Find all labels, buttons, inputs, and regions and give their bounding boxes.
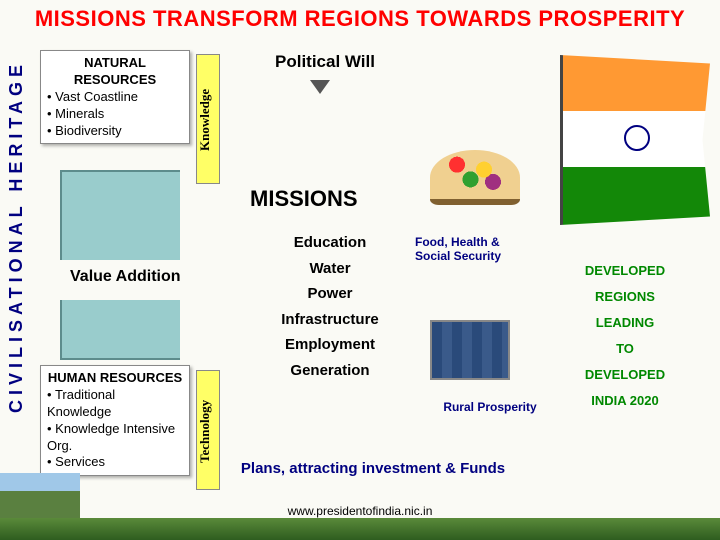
natural-resources-box: NATURAL RESOURCES • Vast Coastline • Min… [40,50,190,144]
right-col-item: INDIA 2020 [560,388,690,414]
right-col-item: REGIONS [560,284,690,310]
knowledge-label: Knowledge [197,60,219,180]
mission-item: Power [250,281,410,307]
mission-list: Education Water Power Infrastructure Emp… [250,230,410,383]
right-col-item: LEADING [560,310,690,336]
grass-footer-bg [0,518,720,540]
right-col-item: DEVELOPED [560,258,690,284]
footer-url: www.presidentofindia.nic.in [0,504,720,518]
mission-item: Generation [250,358,410,384]
plans-label: Plans, attracting investment & Funds [228,460,518,477]
teal-connector-bottom [60,300,180,360]
natural-title: NATURAL RESOURCES [47,55,183,89]
mission-item: Infrastructure [250,307,410,333]
right-col-item: TO [560,336,690,362]
human-item: • Services [47,454,183,471]
human-resources-box: HUMAN RESOURCES • Traditional Knowledge … [40,365,190,476]
human-item: • Traditional Knowledge [47,387,183,421]
value-addition-label: Value Addition [70,268,181,286]
political-will-label: Political Will [275,52,375,72]
mission-item: Water [250,256,410,282]
mission-item: Employment [250,332,410,358]
teal-connector-top [60,170,180,260]
solar-panel-image [430,320,510,380]
natural-item: • Minerals [47,106,183,123]
natural-item: • Biodiversity [47,123,183,140]
food-health-label: Food, Health & Social Security [415,235,535,263]
human-title: HUMAN RESOURCES [47,370,183,387]
rural-prosperity-label: Rural Prosperity [440,400,540,414]
page-title: MISSIONS TRANSFORM REGIONS TOWARDS PROSP… [0,0,720,34]
missions-heading: MISSIONS [250,186,358,212]
technology-label: Technology [197,376,219,486]
flag-wheel-icon [624,125,650,151]
heritage-vertical-label: CIVILISATIONAL HERITAGE [6,60,27,413]
right-column-text: DEVELOPED REGIONS LEADING TO DEVELOPED I… [560,258,690,414]
mission-item: Education [250,230,410,256]
human-item: • Knowledge Intensive Org. [47,421,183,455]
natural-item: • Vast Coastline [47,89,183,106]
arrow-down-icon [310,80,330,94]
right-col-item: DEVELOPED [560,362,690,388]
food-image [430,150,520,205]
